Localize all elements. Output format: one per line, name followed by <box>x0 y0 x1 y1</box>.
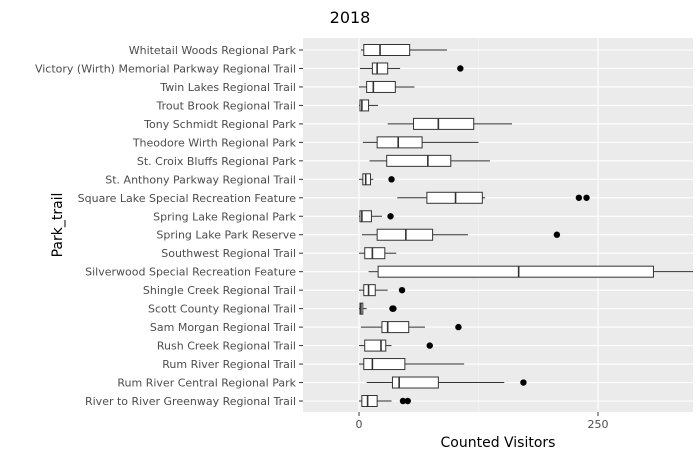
y-tick-label: Square Lake Special Recreation Feature <box>78 192 297 205</box>
x-tick-label: 0 <box>356 418 363 431</box>
y-tick-label: Twin Lakes Regional Trail <box>159 81 296 94</box>
box-group <box>397 191 590 204</box>
box-group <box>359 62 464 75</box>
box <box>376 228 434 241</box>
box-group <box>360 44 447 56</box>
y-tick-labels: Whitetail Woods Regional Park Victory (Wi… <box>35 44 303 408</box>
box <box>363 284 376 297</box>
box <box>366 80 396 93</box>
box-group <box>359 284 406 297</box>
y-tick-label: Spring Lake Park Reserve <box>156 229 296 242</box>
box-group <box>359 339 433 352</box>
outlier-point <box>399 397 407 405</box>
box-group <box>387 117 512 130</box>
y-tick-label: Scott County Regional Trail <box>148 303 296 316</box>
box <box>362 173 371 186</box>
outlier-point <box>390 305 397 312</box>
box-group <box>359 247 397 260</box>
box <box>386 154 452 167</box>
box-group <box>359 80 415 93</box>
outlier-point <box>404 397 411 405</box>
y-tick-label: Sam Morgan Regional Trail <box>150 321 296 334</box>
box-group <box>359 302 397 315</box>
plot-panel <box>303 38 693 412</box>
y-tick-label: St. Anthony Parkway Regional Trail <box>105 173 296 186</box>
box <box>359 99 370 112</box>
y-tick-label: Southwest Regional Trail <box>161 247 296 260</box>
y-tick-label: Tony Schmidt Regional Park <box>143 118 296 131</box>
box-group <box>359 99 379 112</box>
outlier-point <box>387 213 394 220</box>
box <box>359 210 372 223</box>
box <box>371 62 389 75</box>
box <box>412 117 475 130</box>
y-tick-label: Rum River Regional Trail <box>162 358 296 371</box>
outlier-point <box>455 323 462 331</box>
y-tick-label: Spring Lake Regional Park <box>153 210 296 223</box>
box <box>391 376 439 389</box>
x-axis-title: Counted Visitors <box>441 435 556 450</box>
box <box>426 191 483 204</box>
y-tick-label: Rum River Central Regional Park <box>117 377 296 390</box>
box <box>377 265 654 278</box>
y-tick-label: Rush Creek Regional Trail <box>157 340 296 353</box>
y-tick-label: St. Croix Bluffs Regional Park <box>137 155 297 168</box>
outlier-point <box>520 379 527 386</box>
y-tick-label: Whitetail Woods Regional Park <box>129 44 297 57</box>
y-tick-label: Shingle Creek Regional Trail <box>143 284 296 297</box>
outlier-point <box>553 231 561 238</box>
chart-title: 2018 <box>330 8 371 27</box>
box-group <box>359 173 395 186</box>
box <box>381 321 410 334</box>
box-group <box>368 265 693 278</box>
box-group <box>362 136 479 149</box>
y-tick-label: Silverwood Special Recreation Feature <box>85 266 296 279</box>
y-axis-title: Park_trail <box>50 193 66 258</box>
outlier-point <box>426 342 433 349</box>
box-group <box>369 154 490 167</box>
box <box>364 247 386 260</box>
outlier-point <box>388 176 395 183</box>
box <box>363 358 406 371</box>
box-group <box>359 395 411 407</box>
box-group <box>359 358 465 371</box>
outlier-point <box>575 194 583 201</box>
outlier-point <box>457 65 464 72</box>
outlier-point <box>398 286 406 294</box>
box <box>363 44 411 56</box>
box <box>376 136 423 149</box>
x-tick-labels: 0 250 <box>356 412 609 431</box>
box-group <box>366 376 527 389</box>
y-tick-label: Victory (Wirth) Memorial Parkway Regiona… <box>35 62 296 75</box>
y-tick-label: Theodore Wirth Regional Park <box>132 136 297 149</box>
box <box>364 339 387 352</box>
box-group <box>359 210 394 223</box>
y-tick-label: Trout Brook Regional Trail <box>156 99 296 112</box>
x-tick-label: 250 <box>588 418 609 431</box>
outlier-point <box>583 194 590 201</box>
box-group <box>360 321 462 334</box>
box-layer <box>359 44 693 407</box>
box <box>361 395 378 407</box>
box-group <box>361 228 561 241</box>
y-tick-label: River to River Greenway Regional Trail <box>85 395 296 408</box>
